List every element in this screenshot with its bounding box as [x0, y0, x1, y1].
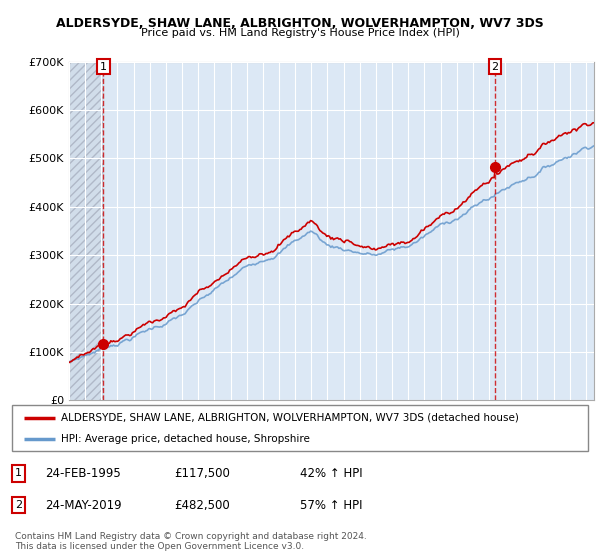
Text: 42% ↑ HPI: 42% ↑ HPI	[300, 466, 362, 480]
Text: 2: 2	[491, 62, 499, 72]
Text: Price paid vs. HM Land Registry's House Price Index (HPI): Price paid vs. HM Land Registry's House …	[140, 28, 460, 38]
Text: ALDERSYDE, SHAW LANE, ALBRIGHTON, WOLVERHAMPTON, WV7 3DS (detached house): ALDERSYDE, SHAW LANE, ALBRIGHTON, WOLVER…	[61, 413, 519, 423]
Text: 1: 1	[100, 62, 107, 72]
Text: 24-MAY-2019: 24-MAY-2019	[45, 498, 122, 512]
Text: £117,500: £117,500	[174, 466, 230, 480]
Text: ALDERSYDE, SHAW LANE, ALBRIGHTON, WOLVERHAMPTON, WV7 3DS: ALDERSYDE, SHAW LANE, ALBRIGHTON, WOLVER…	[56, 17, 544, 30]
Text: 57% ↑ HPI: 57% ↑ HPI	[300, 498, 362, 512]
Text: 1: 1	[15, 468, 22, 478]
Text: 24-FEB-1995: 24-FEB-1995	[45, 466, 121, 480]
Text: HPI: Average price, detached house, Shropshire: HPI: Average price, detached house, Shro…	[61, 435, 310, 444]
Text: £482,500: £482,500	[174, 498, 230, 512]
Bar	[69, 62, 103, 400]
FancyBboxPatch shape	[12, 405, 588, 451]
Text: Contains HM Land Registry data © Crown copyright and database right 2024.
This d: Contains HM Land Registry data © Crown c…	[15, 532, 367, 552]
Text: 2: 2	[15, 500, 22, 510]
